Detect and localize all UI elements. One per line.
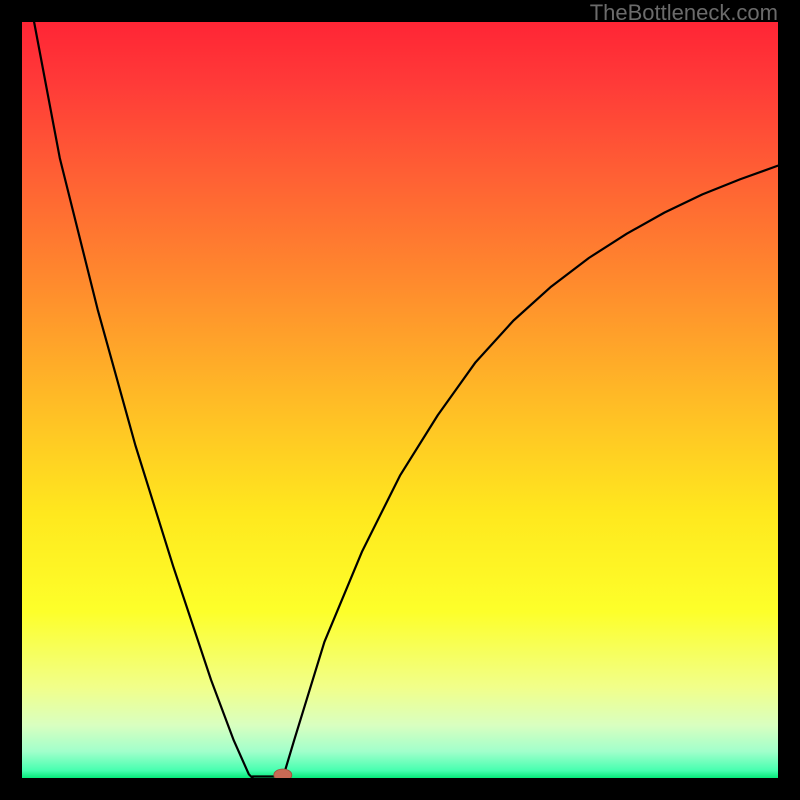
chart-container: TheBottleneck.com: [0, 0, 800, 800]
watermark-text: TheBottleneck.com: [590, 0, 778, 25]
chart-svg: TheBottleneck.com: [0, 0, 800, 800]
gradient-background: [22, 22, 778, 778]
